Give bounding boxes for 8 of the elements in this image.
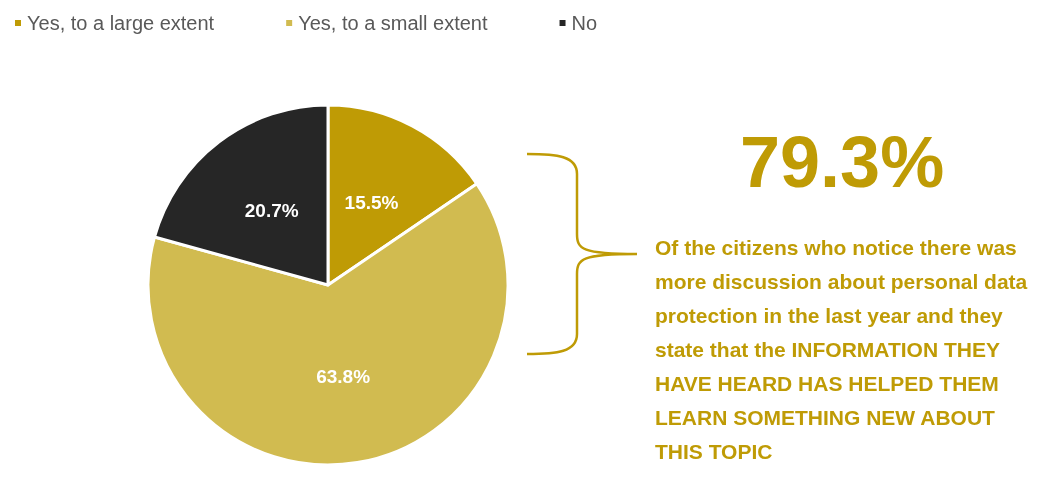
legend-label: Yes, to a large extent xyxy=(27,12,215,34)
data-label: 20.7% xyxy=(244,200,299,222)
legend-label: No xyxy=(571,12,598,34)
text: 79.3% xyxy=(740,122,945,202)
data-label: 15.5% xyxy=(344,192,399,214)
text: Of the citizens who notice there was more discussion about personal data protection in the last year and they state that the INFORMATION THEY HAVE HEARD HAS HELPED THEM LEARN SOMETHING NEW ABOUT THIS TOPIC xyxy=(655,235,1034,463)
data-label: 63.8% xyxy=(316,366,371,388)
legend-label: Yes, to a small extent xyxy=(298,12,488,34)
